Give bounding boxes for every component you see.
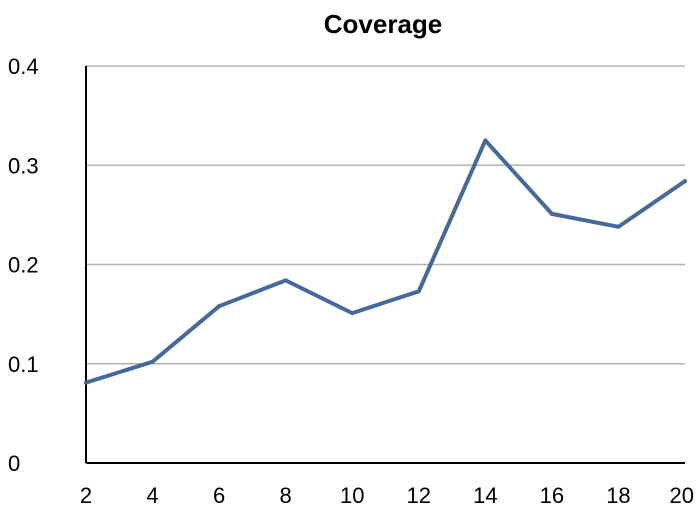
data-point: [416, 289, 421, 294]
x-tick-label: 4: [146, 483, 158, 507]
x-axis-ticks: 2 4 6 8 10 12 14 16 18 20: [80, 483, 694, 507]
y-tick-label: 0: [8, 451, 20, 476]
x-tick-label: 16: [540, 483, 564, 507]
data-point: [350, 311, 355, 316]
data-point: [549, 211, 554, 216]
y-tick-label: 0.3: [8, 153, 39, 178]
series-line-0: [84, 138, 687, 385]
data-point: [150, 359, 155, 364]
x-tick-label: 8: [280, 483, 292, 507]
x-tick-label: 20: [670, 483, 694, 507]
data-point: [683, 179, 687, 184]
x-tick-label: 14: [473, 483, 497, 507]
series-group: [84, 138, 687, 385]
data-point: [217, 304, 222, 309]
x-tick-label: 6: [213, 483, 225, 507]
y-tick-label: 0.2: [8, 253, 39, 278]
y-tick-label: 0.1: [8, 352, 39, 377]
data-point: [283, 278, 288, 283]
x-tick-label: 2: [80, 483, 92, 507]
x-tick-label: 10: [340, 483, 364, 507]
gridlines: [86, 65, 685, 365]
y-tick-label: 0.4: [8, 54, 39, 79]
data-point: [483, 138, 488, 143]
data-point: [616, 224, 621, 229]
y-axis-ticks: 0 0.1 0.2 0.3 0.4: [8, 54, 39, 476]
chart-title: Coverage: [324, 9, 443, 39]
data-point: [84, 380, 88, 385]
x-tick-label: 12: [407, 483, 431, 507]
x-tick-label: 18: [606, 483, 630, 507]
